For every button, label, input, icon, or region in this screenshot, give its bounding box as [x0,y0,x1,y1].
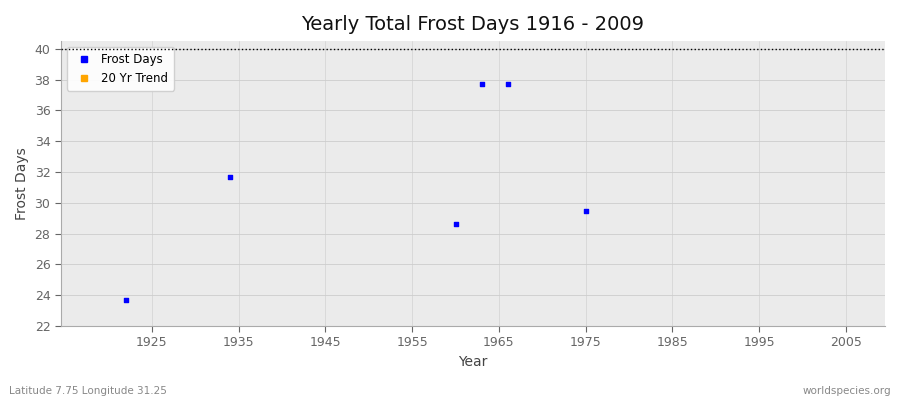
Point [474,81,489,88]
Point [119,297,133,303]
Point [223,174,238,180]
Text: worldspecies.org: worldspecies.org [803,386,891,396]
X-axis label: Year: Year [458,355,488,369]
Point [448,221,463,228]
Text: Latitude 7.75 Longitude 31.25: Latitude 7.75 Longitude 31.25 [9,386,166,396]
Point [500,81,515,88]
Point [579,207,593,214]
Y-axis label: Frost Days: Frost Days [15,147,29,220]
Legend: Frost Days, 20 Yr Trend: Frost Days, 20 Yr Trend [67,47,174,91]
Title: Yearly Total Frost Days 1916 - 2009: Yearly Total Frost Days 1916 - 2009 [302,15,644,34]
